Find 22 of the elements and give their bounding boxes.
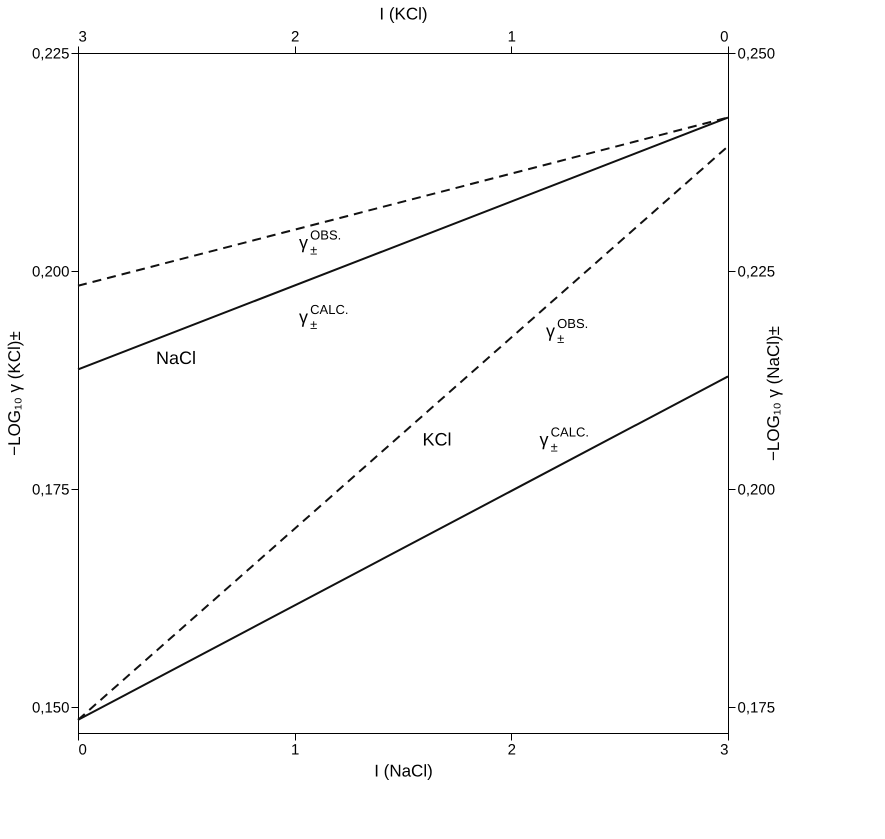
y-tick-label: 0,150 — [32, 699, 70, 716]
x2-tick-label: 0 — [720, 28, 728, 46]
x-tick-label: 3 — [720, 742, 728, 758]
y2-tick-label: 0,200 — [738, 481, 776, 498]
y2-tick-label: 0,250 — [738, 46, 776, 62]
x-axis-title: I (NaCl) — [374, 762, 433, 780]
y-tick-label: 0,225 — [32, 46, 70, 62]
x-tick-label: 1 — [290, 742, 300, 758]
x2-tick-label: 1 — [508, 28, 516, 46]
y-tick-label: 0,175 — [32, 481, 70, 498]
annotation: NaCl — [156, 348, 196, 368]
x2-axis-title: I (KCl) — [379, 4, 428, 24]
x-tick-label: 0 — [78, 742, 87, 758]
x2-tick-label: 2 — [290, 28, 300, 46]
annotation: KCl — [422, 430, 452, 450]
y-tick-label: 0,200 — [32, 263, 70, 280]
y-axis-title: −LOG₁₀ γ (KCl)± — [4, 331, 24, 456]
x2-tick-label: 3 — [78, 28, 87, 46]
x-tick-label: 2 — [508, 742, 516, 758]
y2-axis-title: −LOG₁₀ γ (NaCl)± — [764, 326, 784, 462]
y2-tick-label: 0,175 — [738, 699, 776, 716]
y2-tick-label: 0,225 — [738, 263, 776, 280]
